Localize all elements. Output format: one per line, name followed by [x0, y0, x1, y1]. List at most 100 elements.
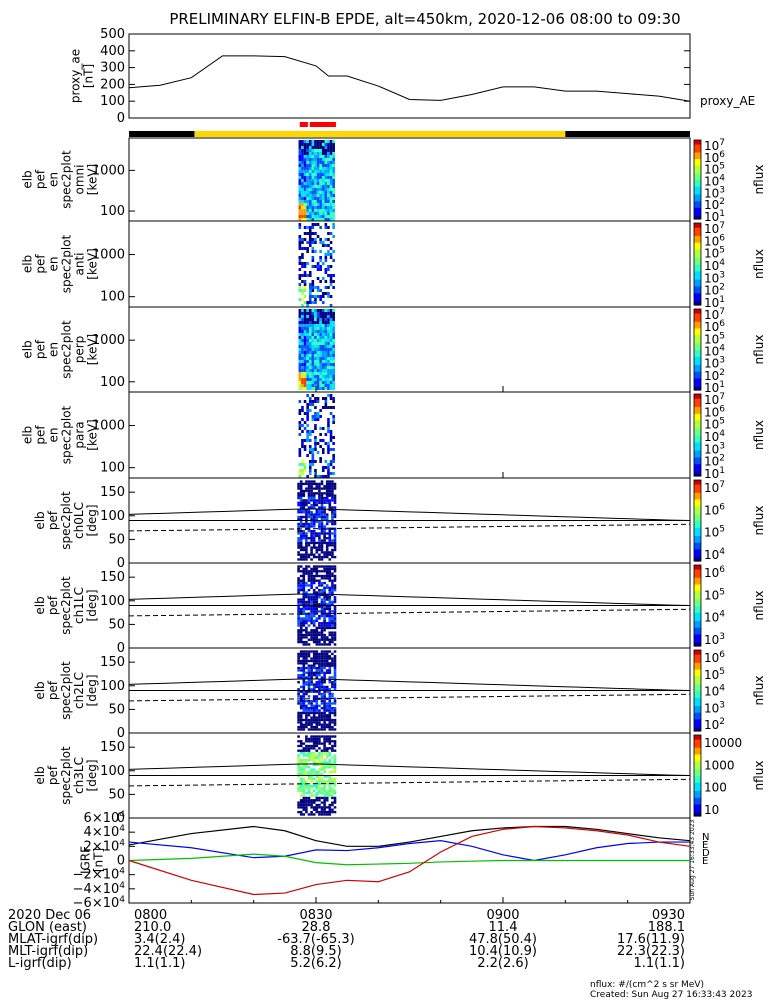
spectrogram-pixel: [324, 475, 328, 478]
pitch-pixel: [328, 702, 332, 705]
spectrogram-pixel: [303, 463, 307, 466]
spectrogram-pixel: [298, 274, 302, 277]
spectrogram-pixel: [311, 170, 315, 173]
spectrogram-pixel: [329, 203, 333, 206]
pitch-pixel: [328, 614, 332, 618]
spectrogram-pixel: [308, 360, 312, 363]
pitch-pixel: [312, 496, 316, 500]
pitch-pixel: [302, 567, 306, 571]
energy-colorbar-swatch: [694, 360, 701, 363]
spectrogram-pixel: [303, 176, 307, 179]
spectrogram-pixel: [311, 158, 315, 161]
pitch-pixel: [325, 671, 329, 674]
pitch-pixel: [315, 808, 319, 811]
pitch-pixel: [305, 525, 308, 528]
spectrogram-pixel: [308, 164, 312, 167]
colorbar-tick-label: 107: [704, 392, 725, 407]
spectrogram-pixel: [316, 188, 320, 191]
pitch-pixel: [312, 683, 316, 686]
pitch-pixel: [331, 579, 334, 582]
pitch-pixel: [312, 506, 316, 509]
pitch-colorbar-swatch: [694, 574, 701, 577]
energy-colorbar-swatch: [694, 262, 701, 265]
spectrogram-pixel: [321, 381, 325, 384]
energy-colorbar-swatch: [694, 161, 701, 163]
spectrogram-pixel: [324, 200, 328, 203]
pitch-colorbar-swatch: [694, 571, 701, 574]
ae-ytick-label: 200: [100, 77, 125, 92]
pitch-pixel: [333, 735, 337, 738]
spectrogram-pixel: [314, 427, 317, 430]
energy-ytick-label: 1000: [92, 419, 125, 434]
spectrogram-pixel: [306, 152, 309, 155]
pitch-pixel: [328, 586, 332, 589]
pitch-colorbar-swatch: [694, 654, 701, 656]
pitch-pixel: [307, 766, 311, 769]
pitch-pixel: [307, 671, 311, 674]
pitch-ylabel-line: ch3LC: [72, 757, 86, 794]
pitch-pixel: [310, 596, 313, 599]
energy-colorbar-swatch: [694, 158, 701, 161]
spectrogram-pixel: [301, 378, 304, 381]
pitch-pixel: [299, 725, 303, 729]
pitch-pixel: [323, 810, 326, 814]
pitch-pixel: [297, 763, 300, 767]
pitch-pixel: [320, 622, 324, 625]
pitch-pixel: [323, 650, 326, 653]
pitch-pixel: [333, 699, 337, 703]
pitch-pixel: [302, 664, 306, 667]
pitch-pixel: [318, 780, 321, 783]
energy-ylabel-line: pef: [34, 425, 48, 445]
pitch-pixel: [323, 638, 326, 641]
pitch-pixel: [318, 525, 321, 528]
energy-ylabel-line: elb: [21, 255, 35, 273]
pitch-colorbar-swatch: [694, 776, 701, 779]
spectrogram-pixel: [321, 209, 325, 212]
pitch-pixel: [331, 761, 334, 764]
spectrogram-pixel: [321, 188, 325, 191]
spectrogram-pixel: [301, 424, 304, 427]
pitch-pixel: [320, 749, 324, 752]
pitch-pixel: [318, 688, 321, 691]
pitch-pixel: [333, 482, 337, 486]
spectrogram-pixel: [329, 309, 333, 312]
pitch-pixel: [312, 631, 316, 634]
spectrogram-pixel: [321, 152, 325, 155]
pitch-pixel: [315, 702, 319, 705]
spectrogram-pixel: [301, 182, 304, 185]
pitch-pixel: [331, 581, 334, 585]
pitch-pixel: [305, 551, 308, 554]
pitch-pixel: [331, 586, 334, 589]
pitch-pixel: [315, 773, 319, 776]
spectrogram-pixel: [329, 191, 333, 194]
energy-ytick-label: 100: [100, 461, 125, 476]
spectrogram-pixel: [298, 324, 302, 327]
spectrogram-pixel: [298, 451, 302, 454]
spectrogram-pixel: [303, 421, 307, 424]
pitch-pixel: [331, 718, 334, 722]
colorbar-tick-label: 107: [704, 138, 725, 153]
pitch-pixel: [297, 758, 300, 762]
pitch-pixel: [328, 678, 332, 682]
pitch-colorbar-swatch: [694, 583, 701, 586]
pitch-pixel: [333, 529, 337, 533]
pitch-pixel: [307, 588, 311, 592]
pitch-ylabel: elb pef spec2plot ch2LC [deg]: [33, 661, 99, 720]
pitch-colorbar-swatch: [694, 806, 701, 809]
pitch-pixel: [328, 699, 332, 703]
pitch-pixel: [331, 603, 334, 606]
spectrogram-pixel: [311, 394, 315, 397]
pitch-pixel: [297, 690, 300, 693]
pitch-pixel: [310, 723, 313, 726]
spectrogram-pixel: [306, 372, 309, 375]
pitch-pixel: [328, 624, 332, 627]
colorbar-tick-label: 106: [704, 650, 725, 665]
spectrogram-pixel: [327, 363, 330, 366]
pitch-pixel: [307, 572, 311, 575]
energy-colorbar-swatch: [694, 349, 701, 352]
pitch-pixel: [333, 537, 337, 540]
pitch-pixel: [315, 605, 319, 608]
pitch-pixel: [307, 754, 311, 757]
spectrogram-pixel: [308, 215, 312, 218]
pitch-pixel: [320, 695, 324, 698]
